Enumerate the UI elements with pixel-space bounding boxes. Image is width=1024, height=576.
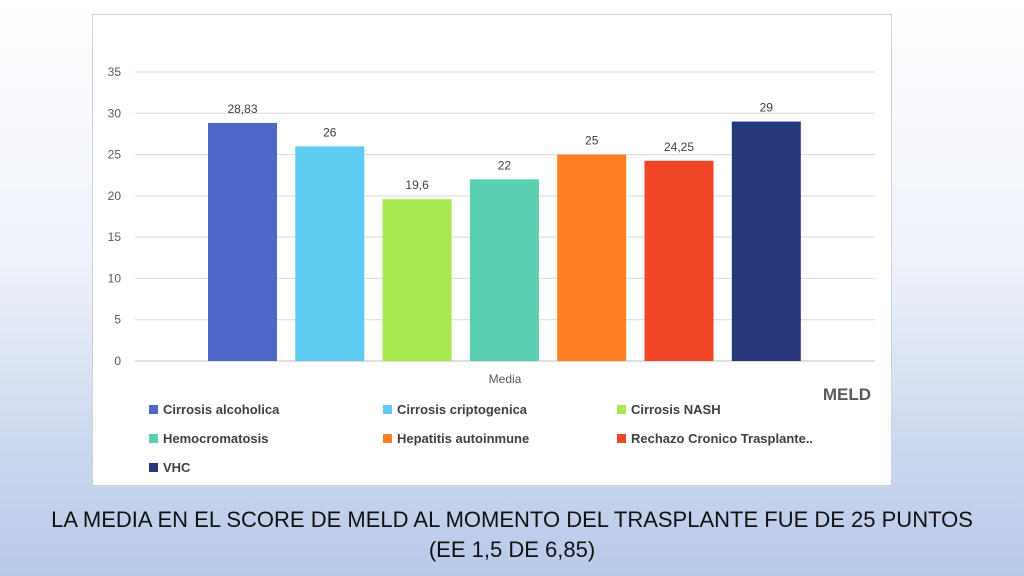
bar-chart: 0 5 10 15 20 25 30 35 28,83 26 19,6 22 25 24,25 29 Me… (108, 65, 875, 475)
x-category-label: Media (489, 372, 522, 386)
y-tick-label: 0 (114, 354, 121, 368)
chart-panel: 0 5 10 15 20 25 30 35 28,83 26 19,6 22 25 24,25 29 Me… (92, 14, 892, 486)
legend-item-label: Cirrosis alcoholica (163, 402, 280, 417)
data-label: 29 (760, 101, 774, 115)
legend: Cirrosis alcoholica Cirrosis criptogenica… (149, 402, 813, 475)
bar (295, 146, 365, 361)
y-tick-label: 25 (108, 148, 122, 162)
bars (208, 121, 801, 362)
caption-line-2: (EE 1,5 DE 6,85) (428, 537, 596, 562)
data-label: 22 (498, 158, 512, 172)
data-label: 28,83 (227, 102, 257, 116)
bar (208, 122, 277, 362)
bar (644, 160, 714, 361)
legend-item-label: Cirrosis criptogenica (397, 402, 528, 417)
data-label: 24,25 (664, 140, 694, 154)
data-label: 25 (585, 134, 599, 148)
legend-swatch (383, 434, 392, 443)
legend-item-label: Hepatitis autoinmune (397, 431, 529, 446)
legend-swatch (149, 463, 158, 472)
caption-line-1: LA MEDIA EN EL SCORE DE MELD AL MOMENTO … (51, 507, 973, 532)
legend-swatch (617, 405, 626, 414)
data-label: 26 (323, 125, 337, 139)
y-tick-label: 20 (108, 189, 122, 203)
legend-item-label: Rechazo Cronico Trasplante.. (631, 431, 813, 446)
y-tick-label: 30 (108, 106, 122, 120)
y-tick-label: 5 (114, 313, 121, 327)
legend-swatch (383, 405, 392, 414)
legend-swatch (617, 434, 626, 443)
bar (382, 199, 452, 361)
legend-item-label: Cirrosis NASH (631, 402, 721, 417)
bar (557, 154, 627, 361)
data-labels: 28,83 26 19,6 22 25 24,25 29 (227, 101, 773, 193)
legend-item-label: Hemocromatosis (163, 431, 268, 446)
legend-swatch (149, 405, 158, 414)
y-tick-label: 10 (108, 271, 122, 285)
legend-item-label: VHC (163, 460, 191, 475)
bar (731, 121, 801, 362)
y-axis-ticks: 0 5 10 15 20 25 30 35 (108, 65, 122, 368)
y-tick-label: 35 (108, 65, 122, 79)
data-label: 19,6 (405, 178, 429, 192)
y-tick-label: 15 (108, 230, 122, 244)
slide-caption: LA MEDIA EN EL SCORE DE MELD AL MOMENTO … (0, 505, 1024, 565)
bar (469, 179, 539, 361)
legend-title: MELD (823, 385, 871, 404)
legend-swatch (149, 434, 158, 443)
